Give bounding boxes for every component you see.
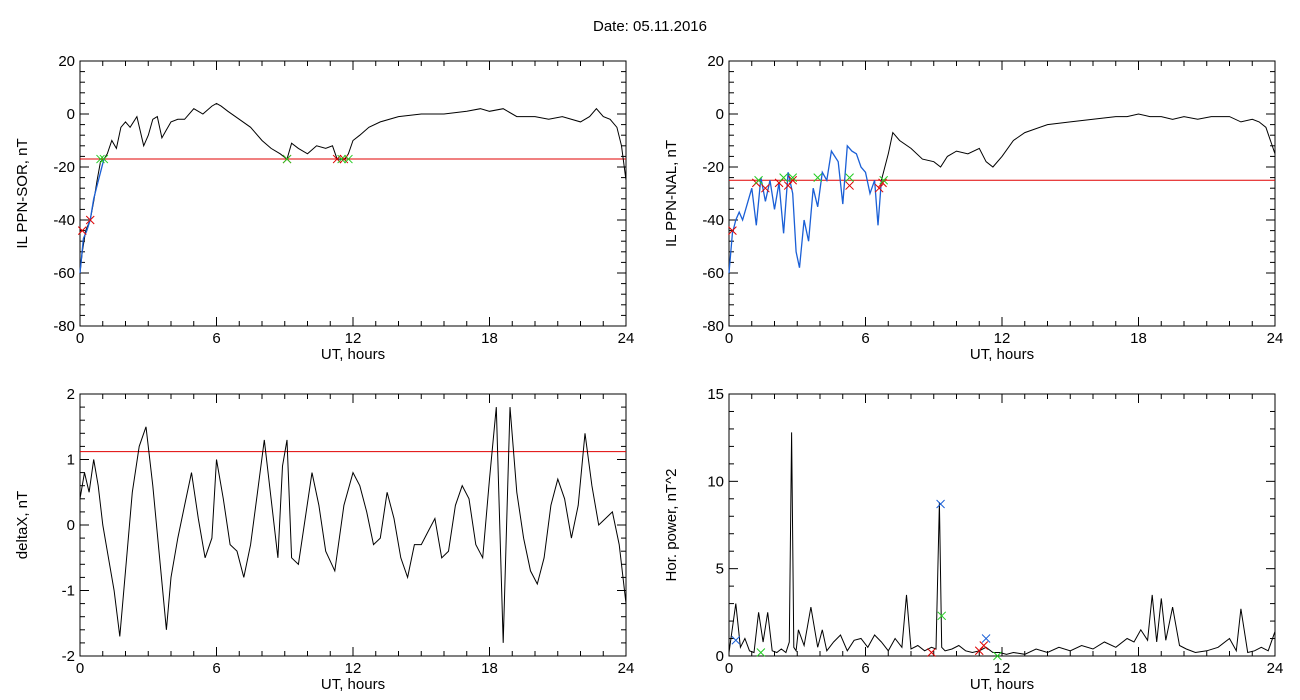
x-axis-title: UT, hours — [970, 676, 1034, 693]
y-tick-label: 15 — [707, 386, 724, 403]
x-tick-label: 6 — [861, 330, 869, 347]
x-tick-label: 18 — [481, 660, 498, 677]
y-axis-title: IL PPN-SOR, nT — [14, 138, 31, 248]
x-tick-label: 12 — [994, 330, 1011, 347]
marker-blue — [936, 499, 945, 509]
plot-frame — [79, 60, 627, 327]
marker-green — [845, 173, 854, 182]
series-line-blue — [728, 144, 883, 274]
marker-red — [339, 154, 349, 164]
x-tick-label: 0 — [76, 330, 84, 347]
marker-blue — [731, 635, 741, 645]
x-tick-label: 24 — [1267, 660, 1284, 677]
series-line-blue — [79, 158, 105, 274]
marker-red — [788, 175, 798, 185]
y-tick-label: 0 — [67, 106, 75, 123]
y-tick-label: -40 — [702, 212, 724, 229]
marker-green — [779, 173, 788, 182]
marker-red — [979, 641, 989, 650]
marker-red — [878, 178, 887, 188]
marker-green — [937, 611, 947, 621]
marker-green — [754, 175, 763, 185]
x-tick-label: 24 — [618, 330, 635, 347]
panel-ppn-sor: 0 6 12 18 24 -80 -60 -40 -20 0 20 UT, hours IL PPN-S… — [14, 53, 634, 363]
x-tick-label: 12 — [345, 330, 362, 347]
marker-green — [99, 154, 109, 164]
x-tick-label: 18 — [481, 330, 498, 347]
x-tick-label: 0 — [76, 660, 84, 677]
marker-red — [332, 154, 342, 164]
y-tick-label: 0 — [716, 648, 724, 665]
marker-red — [77, 226, 87, 235]
marker-green — [344, 154, 353, 164]
marker-green — [813, 173, 823, 182]
x-tick-label: 6 — [861, 660, 869, 677]
series-line-black — [728, 432, 1276, 655]
series-line-black — [79, 102, 627, 274]
y-tick-label: 20 — [58, 53, 75, 70]
y-tick-label: -60 — [53, 265, 75, 282]
panel-ppn-nal: 0 6 12 18 24 -80 -60 -40 -20 0 20 UT, hours IL PPN-N… — [663, 53, 1283, 363]
marker-red — [728, 226, 737, 235]
x-tick-label: 0 — [725, 660, 733, 677]
series-line-black — [79, 407, 627, 643]
y-tick-label: 2 — [67, 386, 75, 403]
y-axis-title: Hor. power, nT^2 — [663, 469, 680, 582]
y-tick-label: -40 — [53, 212, 75, 229]
marker-red — [783, 181, 793, 190]
x-tick-label: 12 — [345, 660, 362, 677]
y-tick-label: 1 — [67, 452, 75, 469]
x-tick-label: 18 — [1130, 660, 1147, 677]
marker-green — [879, 175, 889, 185]
date-title: Date: 05.11.2016 — [593, 18, 707, 35]
x-tick-label: 6 — [212, 330, 220, 347]
y-tick-label: -60 — [702, 265, 724, 282]
x-tick-label: 6 — [212, 660, 220, 677]
marker-green — [993, 651, 1002, 661]
y-tick-label: -80 — [702, 318, 724, 335]
x-tick-label: 18 — [1130, 330, 1147, 347]
marker-red — [845, 181, 854, 190]
y-tick-label: 0 — [67, 517, 75, 534]
x-tick-label: 24 — [618, 660, 635, 677]
marker-red — [85, 215, 95, 225]
x-tick-label: 12 — [994, 660, 1011, 677]
marker-red — [927, 648, 936, 657]
y-tick-label: -20 — [53, 159, 75, 176]
x-tick-label: 24 — [1267, 330, 1284, 347]
y-tick-label: 20 — [707, 53, 724, 70]
marker-red — [761, 183, 770, 193]
marker-green — [788, 173, 798, 182]
y-tick-label: -2 — [62, 648, 75, 665]
y-tick-label: -20 — [702, 159, 724, 176]
marker-red — [874, 183, 884, 193]
plot-frame — [728, 60, 1276, 327]
marker-green — [337, 154, 346, 164]
y-axis-title: IL PPN-NAL, nT — [663, 140, 680, 247]
plot-frame — [79, 393, 627, 657]
x-axis-title: UT, hours — [321, 346, 385, 363]
marker-green — [756, 648, 766, 657]
marker-green — [96, 154, 105, 164]
y-tick-label: -1 — [62, 583, 75, 600]
y-tick-label: -80 — [53, 318, 75, 335]
x-tick-label: 0 — [725, 330, 733, 347]
marker-blue — [981, 634, 991, 643]
y-tick-label: 5 — [716, 561, 724, 578]
y-axis-title: deltaX, nT — [14, 491, 31, 559]
marker-green — [282, 154, 292, 164]
x-axis-title: UT, hours — [970, 346, 1034, 363]
x-axis-title: UT, hours — [321, 676, 385, 693]
y-tick-label: 0 — [716, 106, 724, 123]
series-line-black — [880, 113, 1276, 181]
marker-red — [774, 178, 784, 188]
panel-hor-power: 0 6 12 18 24 0 5 10 15 UT, hours Hor. power, nT^2 — [663, 386, 1283, 693]
y-tick-label: 10 — [707, 473, 724, 490]
plot-frame — [728, 393, 1276, 657]
